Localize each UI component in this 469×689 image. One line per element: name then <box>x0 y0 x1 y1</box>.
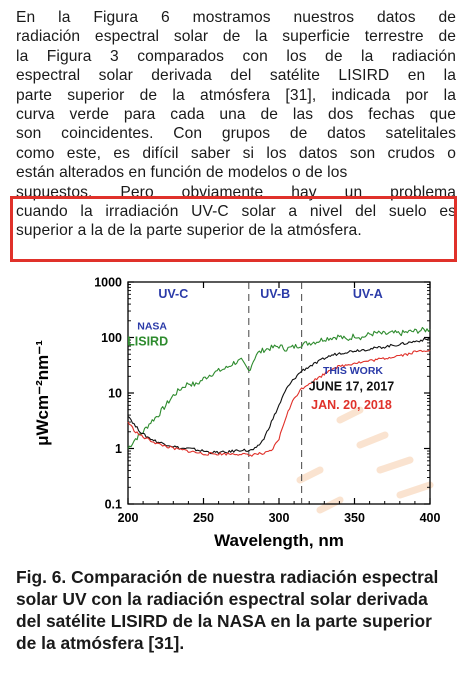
annotation-date1: JUNE 17, 2017 <box>309 380 395 394</box>
annotation-nasa: NASA <box>137 320 167 332</box>
paragraph-line: son coincidentes. Con grupos de datos sa… <box>16 125 456 143</box>
x-tick-label: 250 <box>193 511 214 525</box>
y-tick-label: 100 <box>101 331 122 345</box>
paragraph-line: cuando la irradiación UV-C solar a nivel… <box>16 203 456 221</box>
caption-text: Comparación de nuestra radiación espectr… <box>16 567 439 653</box>
paragraph-line: espectral solar derivada del satélite LI… <box>16 67 456 85</box>
y-tick-label: 10 <box>108 387 122 401</box>
spectral-chart: UV-C UV-B UV-A 200 250 300 350 400 0.1 1 10 100 100… <box>33 276 441 551</box>
caption-label: Fig. 6. <box>16 567 67 587</box>
paragraph-line: superior a la de la parte superior de la… <box>16 222 362 240</box>
x-tick-label: 200 <box>118 511 139 525</box>
band-label: UV-A <box>353 287 383 301</box>
annotation-lisird: LISIRD <box>127 334 168 348</box>
watermark-stroke <box>396 481 434 499</box>
x-axis-label: Wavelength, nm <box>214 531 344 550</box>
series-line <box>127 337 430 455</box>
band-label: UV-B <box>260 287 290 301</box>
paragraph-line: radiación espectral solar de la superfic… <box>16 28 456 46</box>
paragraph-line: están alterados en función de modelos o … <box>16 164 348 182</box>
y-tick-label: 1 <box>115 442 122 456</box>
x-tick-label: 300 <box>269 511 290 525</box>
y-tick-label: 0.1 <box>105 498 122 512</box>
series-line <box>127 326 431 449</box>
x-tick-label: 400 <box>420 511 441 525</box>
watermark-stroke <box>336 406 364 424</box>
watermark-stroke <box>376 456 414 474</box>
y-axis-label: μWcm⁻²nm⁻¹ <box>33 340 52 446</box>
series-line <box>127 349 431 457</box>
highlight-box <box>10 196 457 262</box>
annotation-date2: JAN. 20, 2018 <box>311 398 392 412</box>
y-tick-label: 1000 <box>94 276 122 290</box>
watermark-stroke <box>296 466 324 484</box>
watermark-stroke <box>316 496 344 514</box>
paragraph-line: En la Figura 6 mostramos nuestros datos … <box>16 9 456 26</box>
paragraph-line: como este, es difícil saber si los datos… <box>16 144 456 162</box>
annotation-this_work: THIS WORK <box>323 365 383 377</box>
band-label: UV-C <box>158 287 188 301</box>
x-tick-label: 350 <box>344 511 365 525</box>
figure-caption: Fig. 6. Comparación de nuestra radiación… <box>16 566 456 654</box>
paragraph-line: la Figura 3 comparados con los de la rad… <box>16 47 456 65</box>
paragraph-line: curva verde para cada una de las dos fec… <box>16 106 456 124</box>
paragraph-line: parte superior de la atmósfera [31], ind… <box>16 86 456 104</box>
watermark-stroke <box>356 431 389 449</box>
